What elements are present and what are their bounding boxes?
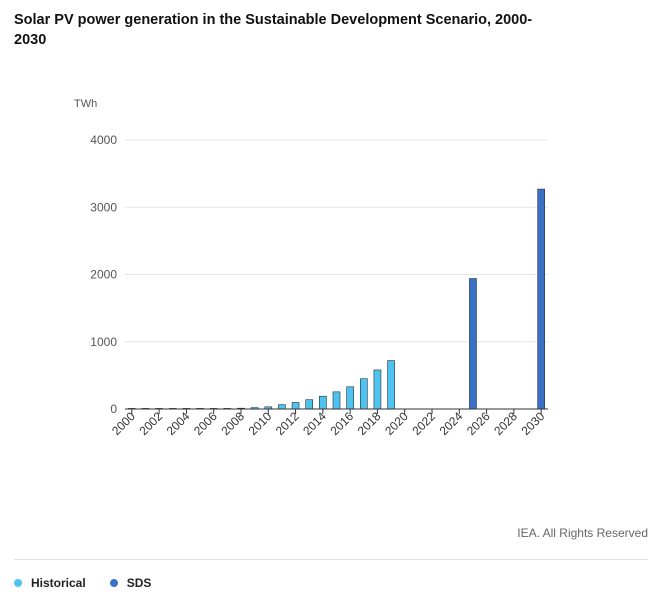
bar-sds-2025[interactable]	[469, 278, 477, 410]
y-axis-unit-label: TWh	[74, 98, 97, 110]
x-tick-label: 2026	[464, 409, 493, 438]
x-tick-label: 2002	[136, 409, 165, 438]
bars	[128, 188, 545, 410]
x-tick-label: 2012	[273, 409, 302, 438]
x-tick-label: 2018	[355, 409, 384, 438]
chart: TWh 010002000300040002000200220042006200…	[74, 98, 548, 438]
tick-labels: 0100020003000400020002002200420062008201…	[90, 133, 547, 438]
x-tick-label: 2016	[327, 409, 356, 438]
x-tick-label: 2028	[491, 409, 520, 438]
bar-historical-2017[interactable]	[359, 378, 368, 410]
x-tick-label: 2008	[218, 409, 247, 438]
x-tick-label: 2020	[382, 409, 411, 438]
bar-historical-2016[interactable]	[346, 386, 354, 410]
legend-label-historical: Historical	[31, 576, 86, 590]
x-tick-label: 2014	[300, 409, 329, 438]
legend-swatch-historical	[14, 579, 22, 587]
bar-historical-2013[interactable]	[305, 399, 314, 410]
divider	[14, 559, 648, 560]
bar-historical-2018[interactable]	[373, 369, 382, 410]
legend-item-sds[interactable]: SDS	[109, 576, 152, 590]
chart-title: Solar PV power generation in the Sustain…	[14, 12, 533, 48]
x-tick-label: 2022	[409, 409, 438, 438]
bar-historical-2011[interactable]	[278, 404, 286, 410]
gridlines	[125, 139, 548, 343]
legend-label-sds: SDS	[126, 576, 152, 590]
x-tick-label: 2010	[246, 409, 275, 438]
y-tick-label: 2000	[90, 268, 117, 282]
axes	[125, 408, 548, 414]
bar-historical-2012[interactable]	[291, 402, 300, 410]
y-tick-label: 3000	[90, 200, 117, 214]
x-tick-label: 2024	[437, 409, 466, 438]
bar-sds-2030[interactable]	[537, 188, 545, 410]
bar-historical-2014[interactable]	[319, 395, 327, 410]
y-tick-label: 4000	[90, 133, 117, 147]
y-tick-label: 1000	[90, 335, 117, 349]
x-tick-label: 2006	[191, 409, 220, 438]
copyright-notice: IEA. All Rights Reserved	[517, 526, 648, 540]
legend-item-historical[interactable]: Historical	[14, 576, 86, 590]
y-tick-label: 0	[110, 402, 117, 416]
legend: Historical SDS	[14, 576, 175, 590]
x-tick-label: 2004	[164, 409, 193, 438]
legend-swatch-sds	[109, 579, 118, 587]
x-tick-label: 2030	[519, 409, 548, 438]
bar-historical-2015[interactable]	[332, 391, 341, 410]
bar-historical-2019[interactable]	[387, 360, 395, 410]
